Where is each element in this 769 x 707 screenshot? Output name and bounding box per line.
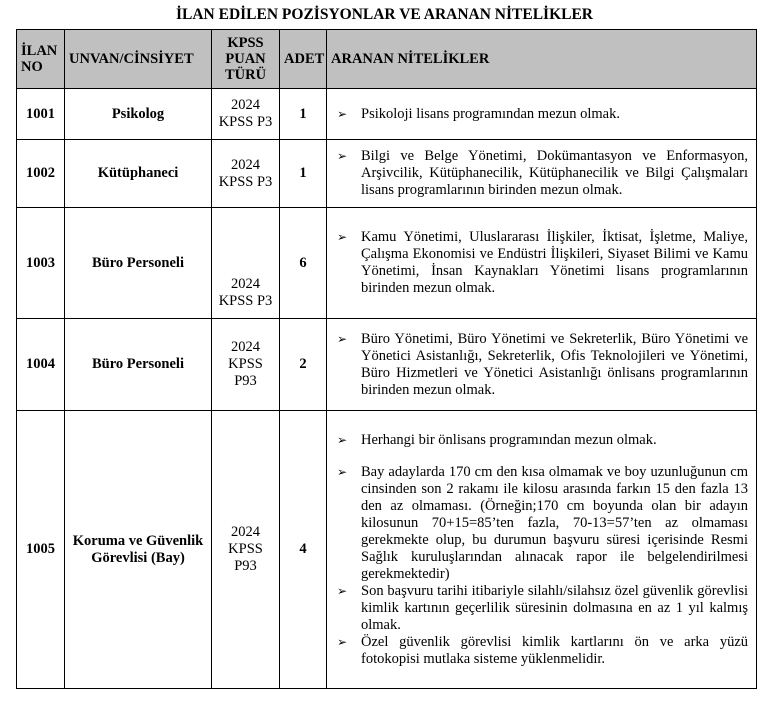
table-row: 1003 Büro Personeli 2024 KPSS P3 6 ➢ Kamu Yön… [16,207,757,319]
header-nitelikler: ARANAN NİTELİKLER [326,29,757,89]
kpss-cell: 2024 KPSS P3 [211,207,280,319]
requirements-list: ➢ Kamu Yönetimi, Uluslararası İlişkiler, … [337,229,748,297]
requirement-text: Bilgi ve Belge Yönetimi, Dokümantasyon v… [361,148,748,198]
adet-cell: 4 [279,410,327,689]
ilan-no-cell: 1002 [16,139,65,208]
arrowhead-bullet-icon: ➢ [337,432,348,447]
requirement-text: Psikoloji lisans programından mezun olma… [361,105,620,122]
arrowhead-bullet-icon: ➢ [337,464,348,479]
requirement-item: ➢ Herhangi bir önlisans programından mezu… [337,432,748,449]
kpss-cell: 2024 KPSS P3 [211,139,280,208]
ilan-no-cell: 1005 [16,410,65,689]
nitelikler-cell: ➢ Büro Yönetimi, Büro Yönetimi ve Sekrete… [326,318,757,411]
arrowhead-bullet-icon: ➢ [337,634,348,649]
adet-cell: 6 [279,207,327,319]
requirement-text: Bay adaylarda 170 cm den kısa olmamak ve… [361,463,748,582]
nitelikler-cell: ➢ Kamu Yönetimi, Uluslararası İlişkiler, … [326,207,757,319]
unvan-cell: Koruma ve Güvenlik Görevlisi (Bay) [64,410,212,689]
positions-table: İLAN NO UNVAN/CİNSİYET KPSS PUAN TÜRÜ AD… [16,29,757,689]
unvan-cell: Büro Personeli [64,207,212,319]
arrowhead-bullet-icon: ➢ [337,106,348,121]
unvan-cell: Büro Personeli [64,318,212,411]
requirement-item: ➢ Bilgi ve Belge Yönetimi, Dokümantasyon … [337,148,748,199]
ilan-no-cell: 1004 [16,318,65,411]
requirement-item: ➢ Son başvuru tarihi itibariyle silahlı/s… [337,583,748,634]
requirements-list: ➢ Büro Yönetimi, Büro Yönetimi ve Sekrete… [337,331,748,399]
table-row: 1001 Psikolog 2024 KPSS P3 1 ➢ Psikoloji lisa… [16,88,757,140]
requirements-list: ➢ Psikoloji lisans programından mezun olm… [337,106,748,123]
header-adet: ADET [279,29,327,89]
header-kpss: KPSS PUAN TÜRÜ [211,29,280,89]
adet-cell: 1 [279,139,327,208]
adet-cell: 2 [279,318,327,411]
requirements-list: ➢ Herhangi bir önlisans programından mezu… [337,432,748,668]
header-unvan: UNVAN/CİNSİYET [64,29,212,89]
nitelikler-cell: ➢ Psikoloji lisans programından mezun olm… [326,88,757,140]
adet-cell: 1 [279,88,327,140]
requirement-item: ➢ Psikoloji lisans programından mezun olm… [337,106,748,123]
requirement-text: Büro Yönetimi, Büro Yönetimi ve Sekreter… [361,330,748,398]
table-row: 1004 Büro Personeli 2024 KPSS P93 2 ➢ Büro Yö… [16,318,757,411]
requirement-item: ➢ Özel güvenlik görevlisi kimlik kartları… [337,634,748,668]
requirement-item: ➢ Kamu Yönetimi, Uluslararası İlişkiler, … [337,229,748,297]
requirements-list: ➢ Bilgi ve Belge Yönetimi, Dokümantasyon … [337,148,748,199]
arrowhead-bullet-icon: ➢ [337,149,348,163]
document-title: İLAN EDİLEN POZİSYONLAR VE ARANAN NİTELİ… [175,6,593,23]
header-ilan-no: İLAN NO [16,29,65,89]
ilan-no-cell: 1003 [16,207,65,319]
kpss-cell: 2024 KPSS P93 [211,318,280,411]
nitelikler-cell: ➢ Bilgi ve Belge Yönetimi, Dokümantasyon … [326,139,757,208]
requirement-item: ➢ Bay adaylarda 170 cm den kısa olmamak v… [337,464,748,583]
requirement-text: Herhangi bir önlisans programından mezun… [361,431,657,448]
arrowhead-bullet-icon: ➢ [337,230,348,244]
requirement-text: Son başvuru tarihi itibariyle silahlı/si… [361,582,748,633]
unvan-cell: Psikolog [64,88,212,140]
kpss-cell: 2024 KPSS P93 [211,410,280,689]
table-row: 1002 Kütüphaneci 2024 KPSS P3 1 ➢ Bilgi ve Be… [16,139,757,208]
table-row: 1005 Koruma ve Güvenlik Görevlisi (Bay) 20… [16,410,757,689]
requirement-text: Özel güvenlik görevlisi kimlik kartların… [361,633,748,667]
arrowhead-bullet-icon: ➢ [337,331,348,346]
nitelikler-cell: ➢ Herhangi bir önlisans programından mezu… [326,410,757,689]
requirement-text: Kamu Yönetimi, Uluslararası İlişkiler, İ… [361,229,748,296]
requirement-item: ➢ Büro Yönetimi, Büro Yönetimi ve Sekrete… [337,331,748,399]
ilan-no-cell: 1001 [16,88,65,140]
kpss-cell: 2024 KPSS P3 [211,88,280,140]
unvan-cell: Kütüphaneci [64,139,212,208]
header-row: İLAN NO UNVAN/CİNSİYET KPSS PUAN TÜRÜ AD… [16,29,757,89]
arrowhead-bullet-icon: ➢ [337,583,348,598]
